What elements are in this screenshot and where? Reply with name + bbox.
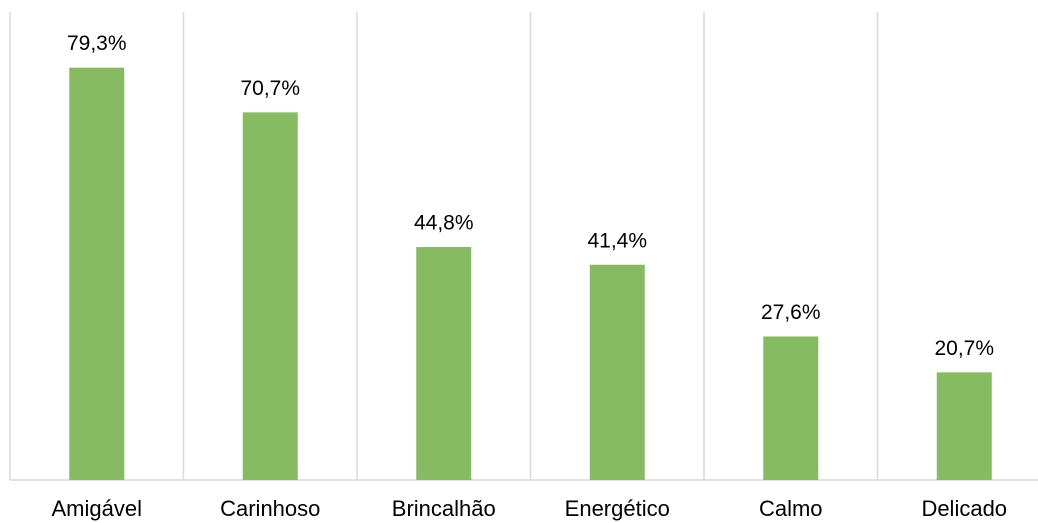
data-label: 70,7%	[240, 77, 300, 100]
data-label: 79,3%	[67, 32, 127, 55]
bar	[589, 264, 645, 480]
bar	[936, 372, 992, 480]
bar	[69, 67, 125, 480]
bar	[763, 336, 819, 480]
data-label: 41,4%	[587, 229, 647, 252]
x-tick-label: Delicado	[921, 496, 1007, 521]
bar	[242, 112, 298, 481]
x-tick-label: Brincalhão	[392, 496, 496, 521]
data-label: 20,7%	[934, 337, 994, 360]
x-tick-label: Calmo	[759, 496, 823, 521]
x-tick-label: Amigável	[52, 496, 142, 521]
x-tick-label: Carinhoso	[220, 496, 320, 521]
bar	[416, 247, 472, 480]
data-label: 27,6%	[761, 301, 821, 324]
data-label: 44,8%	[414, 212, 474, 235]
x-tick-label: Energético	[565, 496, 670, 521]
